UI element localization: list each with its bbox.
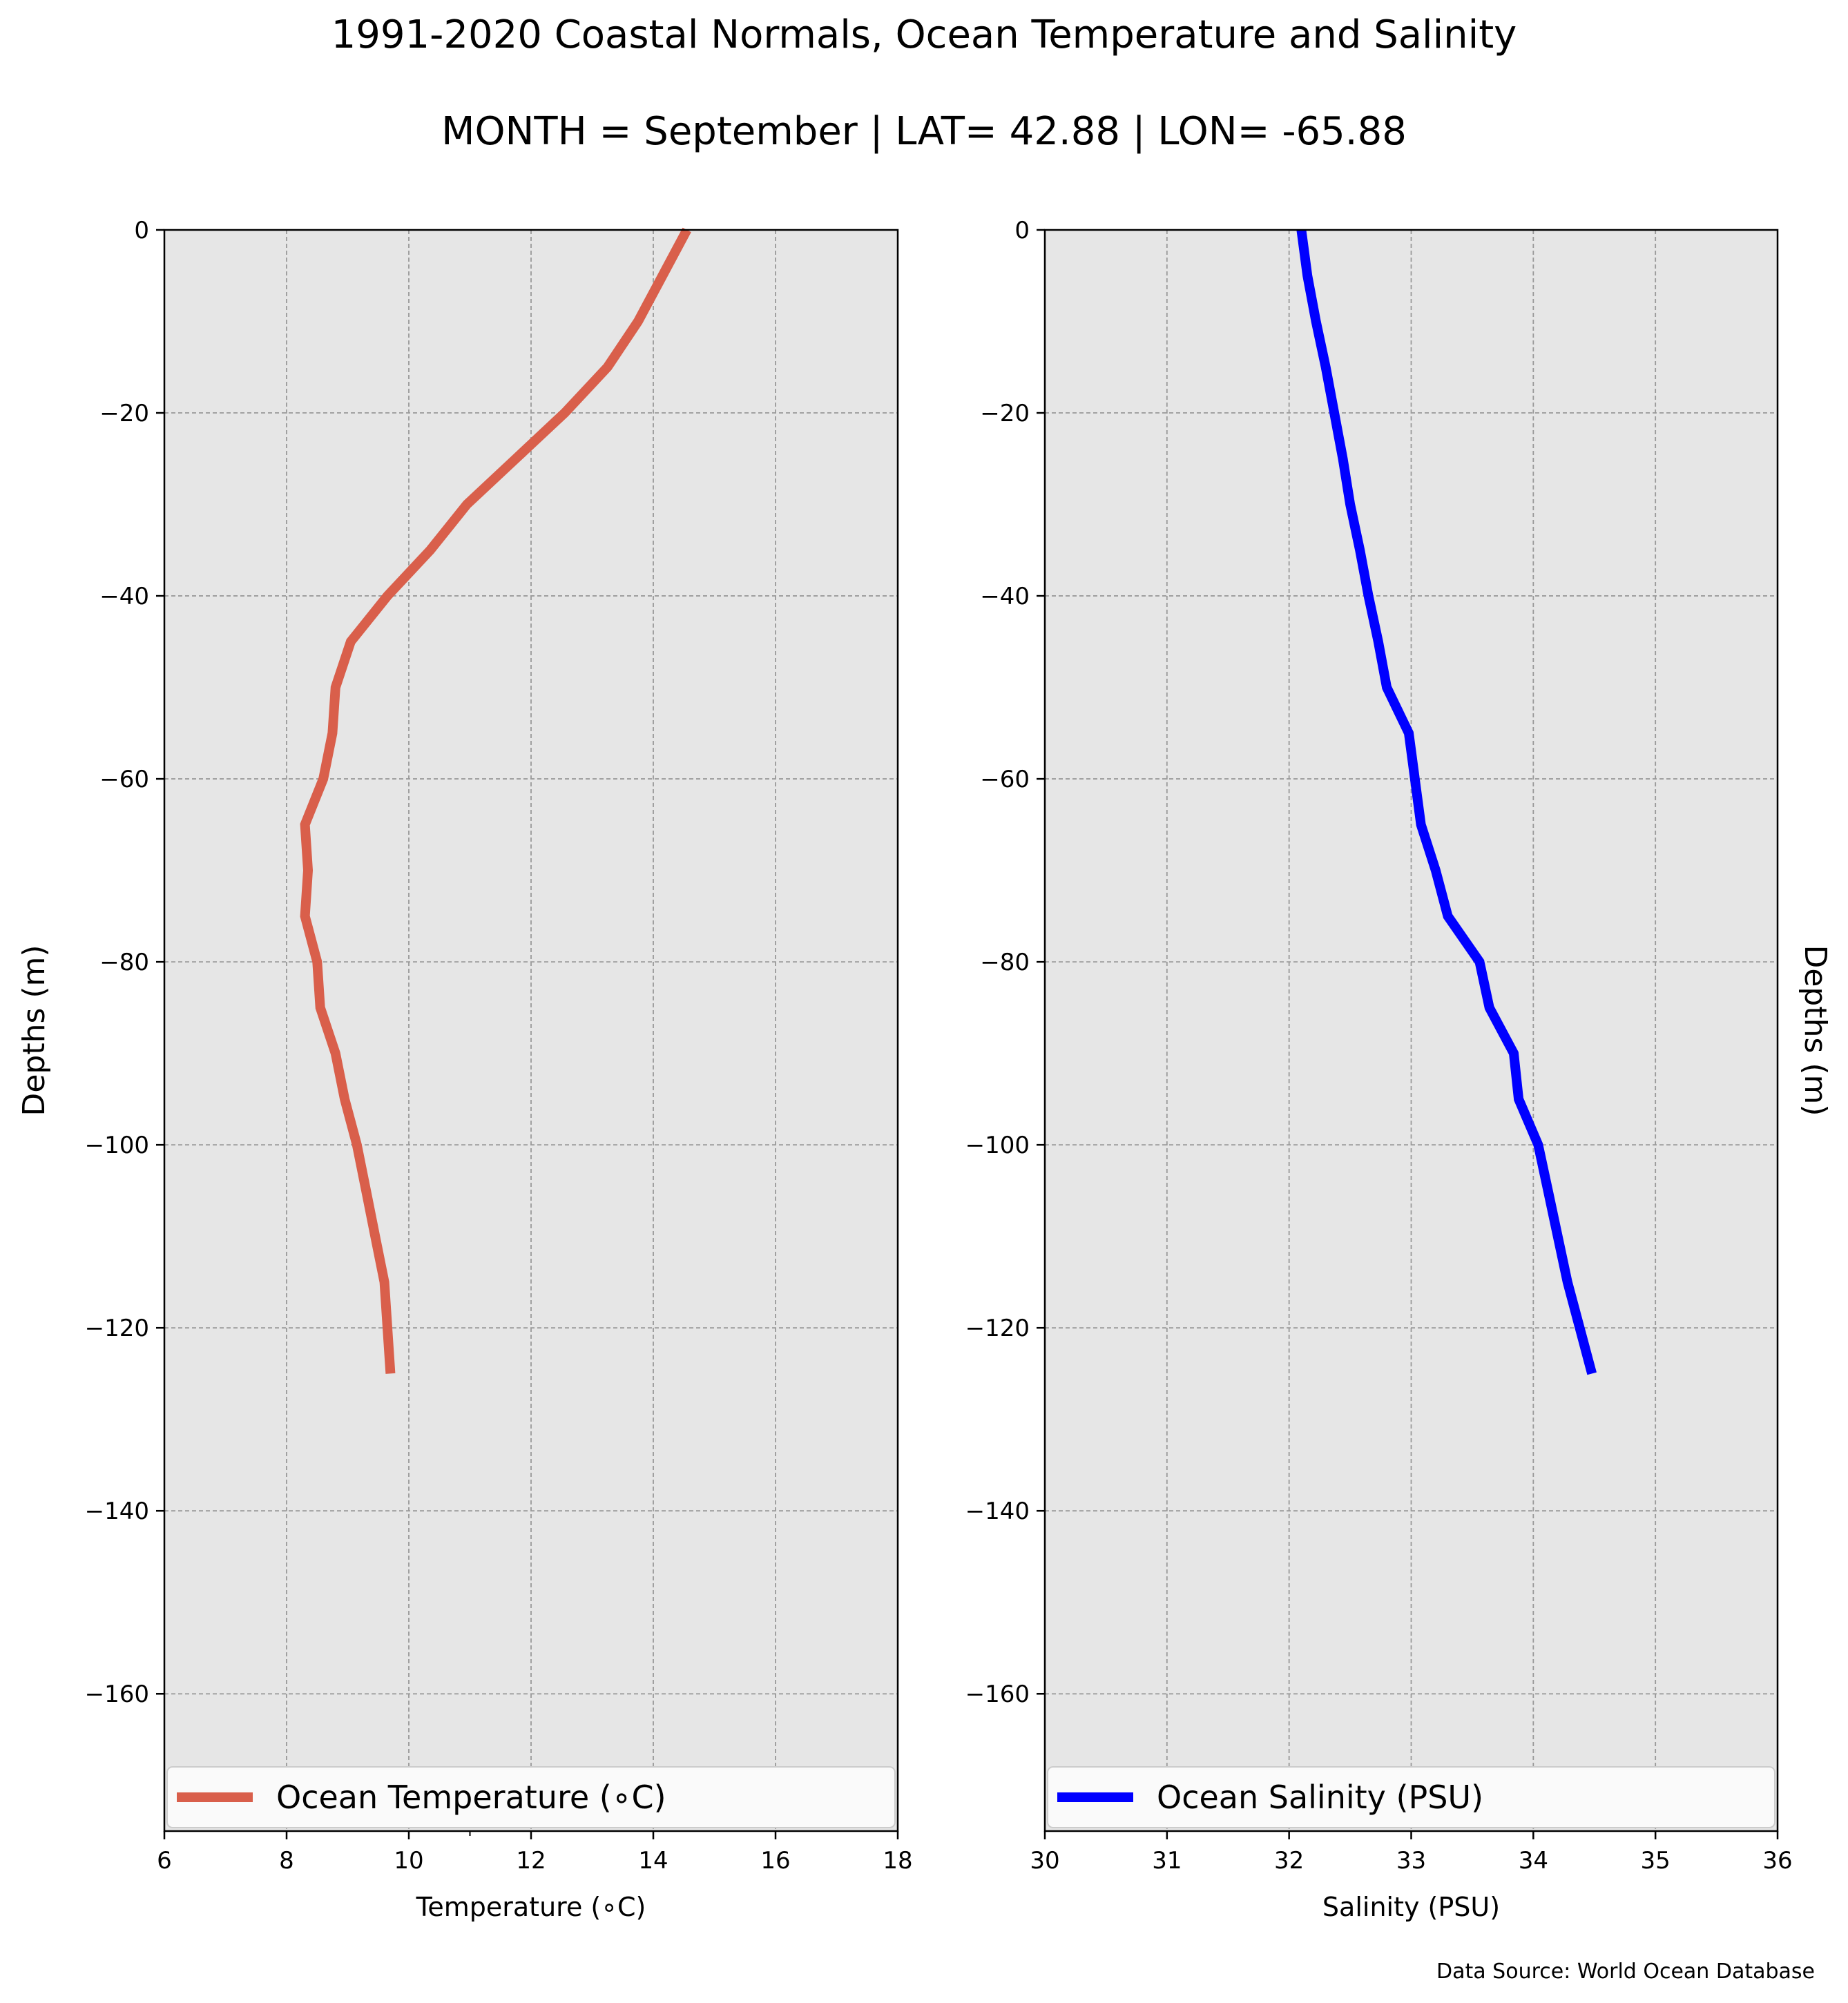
x-tick-label: 33 [1396, 1847, 1426, 1875]
temperature-y-ticks: 0 −20 −40 −60 −80 −100 −120 −140 −160 [85, 217, 164, 1708]
temperature-panel: 6 8 10 12 14 16 18 0 −20 −40 −60 −80 −100 −120 −140 −1… [17, 217, 913, 1922]
salinity-legend: Ocean Salinity (PSU) [1047, 1766, 1775, 1828]
temperature-x-axis-label: Temperature (∘C) [416, 1892, 646, 1922]
y-tick-label: −160 [85, 1681, 149, 1708]
salinity-series-line [1296, 229, 1597, 1375]
x-tick-label: 34 [1519, 1847, 1548, 1875]
chart-title: 1991-2020 Coastal Normals, Ocean Tempera… [331, 12, 1517, 57]
y-tick-label: −140 [85, 1498, 149, 1525]
y-tick-label: −140 [965, 1498, 1030, 1525]
y-tick-label: −60 [980, 766, 1030, 793]
temperature-legend: Ocean Temperature (∘C) [166, 1766, 896, 1828]
y-tick-label: −60 [99, 766, 149, 793]
chart-subtitle: MONTH = September | LAT= 42.88 | LON= -6… [441, 109, 1407, 154]
x-tick-label: 31 [1152, 1847, 1182, 1875]
x-tick-label: 36 [1762, 1847, 1792, 1875]
salinity-x-axis-label: Salinity (PSU) [1322, 1892, 1500, 1922]
y-tick-label: −40 [99, 583, 149, 610]
x-tick-label: 30 [1030, 1847, 1059, 1875]
y-tick-label: −80 [99, 949, 149, 976]
x-tick-label: 6 [157, 1847, 172, 1875]
y-tick-label: −120 [965, 1315, 1030, 1342]
x-tick-label: 35 [1641, 1847, 1671, 1875]
y-tick-label: −100 [965, 1132, 1030, 1159]
salinity-x-ticks: 30 31 32 33 34 35 36 [1030, 1831, 1793, 1875]
x-tick-label: 18 [883, 1847, 912, 1875]
temperature-axes-frame [163, 229, 899, 1832]
y-tick-label: −120 [85, 1315, 149, 1342]
temperature-series-line [300, 227, 691, 1374]
x-tick-label: 10 [394, 1847, 423, 1875]
temperature-y-axis-label: Depths (m) [17, 945, 52, 1116]
x-tick-label: 14 [638, 1847, 668, 1875]
salinity-grid [1045, 230, 1778, 1831]
y-tick-label: −20 [980, 400, 1030, 427]
temperature-grid [164, 230, 898, 1831]
x-tick-label: 32 [1274, 1847, 1304, 1875]
y-tick-label: −100 [85, 1132, 149, 1159]
salinity-legend-box [1047, 1766, 1775, 1828]
data-source-note: Data Source: World Ocean Database [1436, 1960, 1815, 1984]
y-tick-label: −40 [980, 583, 1030, 610]
x-tick-label: 12 [516, 1847, 546, 1875]
y-tick-label: 0 [134, 217, 149, 244]
salinity-y-axis-label: Depths (m) [1798, 945, 1833, 1116]
y-tick-label: −160 [965, 1681, 1030, 1708]
temperature-legend-label: Ocean Temperature (∘C) [276, 1779, 666, 1816]
y-tick-label: −20 [99, 400, 149, 427]
salinity-panel: 30 31 32 33 34 35 36 0 −20 −40 −60 −80 −100 −120 −140… [965, 217, 1833, 1922]
salinity-legend-label: Ocean Salinity (PSU) [1157, 1779, 1483, 1816]
salinity-y-ticks: 0 −20 −40 −60 −80 −100 −120 −140 −160 [965, 217, 1045, 1708]
x-tick-label: 8 [279, 1847, 294, 1875]
temperature-x-ticks: 6 8 10 12 14 16 18 [157, 1831, 913, 1875]
y-tick-label: 0 [1014, 217, 1030, 244]
temperature-legend-box [166, 1766, 896, 1828]
y-tick-label: −80 [980, 949, 1030, 976]
x-tick-label: 16 [760, 1847, 790, 1875]
salinity-axes-frame [1043, 229, 1779, 1832]
